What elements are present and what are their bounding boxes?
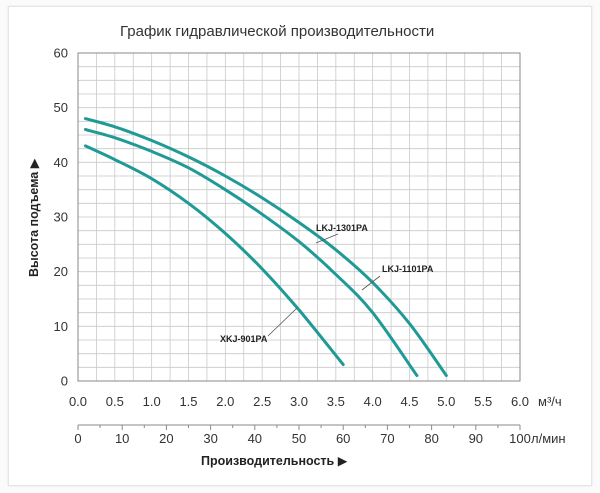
x-tick-label-secondary: 20	[159, 431, 173, 446]
x-tick-label-secondary: 70	[380, 431, 394, 446]
series-leader-lkj-1101pa	[361, 275, 381, 291]
series-lines	[83, 117, 448, 377]
y-tick-label: 60	[54, 46, 68, 61]
series-line-lkj-1301pa	[83, 117, 448, 377]
y-tick-label: 10	[54, 319, 68, 334]
x-tick-label-primary: 2.0	[216, 394, 234, 409]
x-unit-secondary: л/мин	[531, 431, 566, 446]
x-tick-label-primary: 3.0	[290, 394, 308, 409]
axes	[77, 52, 521, 430]
y-tick-label: 50	[54, 100, 68, 115]
x-unit-primary: м³/ч	[538, 394, 562, 409]
series-leader-lkj-1301pa	[315, 233, 339, 244]
chart-frame	[8, 6, 592, 486]
series-label-xkj-901pa: XKJ-901PA	[220, 334, 268, 344]
x-tick-label-primary: 4.0	[364, 394, 382, 409]
x-tick-label-primary: 0.0	[69, 394, 87, 409]
y-tick-label: 20	[54, 264, 68, 279]
series-line-lkj-1101pa	[83, 128, 419, 377]
plot-border	[77, 52, 521, 382]
x-tick-label-primary: 1.5	[179, 394, 197, 409]
x-tick-label-secondary: 0	[74, 431, 81, 446]
series-label-lkj-1301pa: LKJ-1301PA	[316, 223, 368, 233]
grid	[77, 52, 521, 382]
x-tick-label-secondary: 50	[292, 431, 306, 446]
series-line-xkj-901pa	[83, 144, 345, 367]
x-tick-label-primary: 1.0	[143, 394, 161, 409]
x-tick-label-primary: 5.5	[474, 394, 492, 409]
y-tick-label: 30	[54, 210, 68, 225]
chart-title: График гидравлической производительности	[120, 23, 434, 40]
x-tick-label-secondary: 80	[424, 431, 438, 446]
series-label-lkj-1101pa: LKJ-1101PA	[382, 264, 434, 274]
y-tick-label: 40	[54, 155, 68, 170]
x-tick-label-primary: 3.5	[327, 394, 345, 409]
x-tick-label-primary: 0.5	[106, 394, 124, 409]
series-labels: LKJ-1301PA LKJ-1101PA XKJ-901PA	[220, 223, 434, 344]
y-axis-label: Высота подъема ▶	[27, 158, 41, 277]
y-tick-label: 0	[61, 374, 68, 389]
x-tick-label-secondary: 90	[469, 431, 483, 446]
x-tick-label-secondary: 60	[336, 431, 350, 446]
x-tick-label-secondary: 100	[509, 431, 531, 446]
x-tick-label-primary: 5.0	[437, 394, 455, 409]
x-tick-label-primary: 4.5	[400, 394, 418, 409]
x-tick-label-secondary: 30	[203, 431, 217, 446]
x-tick-label-secondary: 10	[115, 431, 129, 446]
x-tick-label-secondary: 40	[248, 431, 262, 446]
series-leader-xkj-901pa	[267, 307, 298, 337]
tick-labels: 0 10 20 30 40 50 60 0.0 0.5 1.0 1.5 2.0 2.5 3.0 3.5 4.0…	[54, 46, 531, 447]
x-tick-label-primary: 2.5	[253, 394, 271, 409]
x-axis-label: Производительность ▶	[201, 454, 348, 468]
x-tick-label-primary: 6.0	[511, 394, 529, 409]
